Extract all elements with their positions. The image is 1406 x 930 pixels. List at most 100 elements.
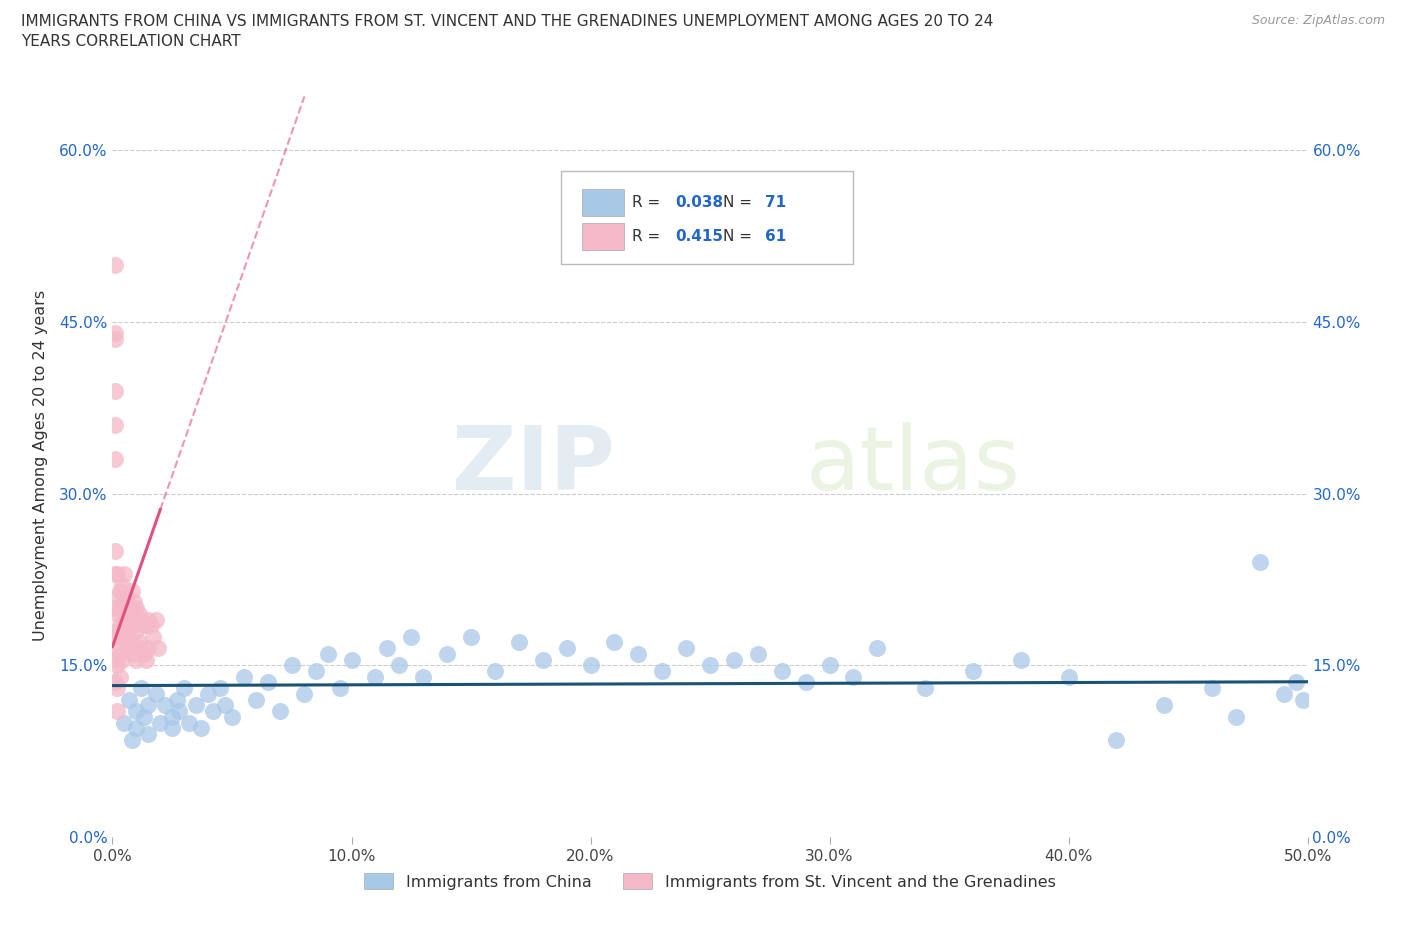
Y-axis label: Unemployment Among Ages 20 to 24 years: Unemployment Among Ages 20 to 24 years: [32, 289, 48, 641]
Point: [114, 595, 135, 610]
Point: [794, 675, 817, 690]
Point: [118, 601, 141, 616]
Point: [115, 612, 138, 627]
Text: 0.415: 0.415: [675, 229, 723, 244]
Point: [675, 641, 697, 656]
Point: [121, 635, 143, 650]
Point: [104, 675, 127, 690]
Point: [135, 652, 157, 667]
Point: [1153, 698, 1175, 712]
FancyBboxPatch shape: [582, 189, 624, 216]
Point: [132, 710, 155, 724]
Point: [105, 704, 128, 719]
Point: [129, 641, 152, 656]
Point: [104, 566, 127, 581]
Point: [531, 652, 554, 667]
Point: [138, 726, 160, 741]
Point: [115, 590, 138, 604]
Point: [201, 704, 224, 719]
Point: [173, 681, 195, 696]
Point: [914, 681, 936, 696]
Point: [104, 601, 127, 616]
Point: [125, 601, 148, 616]
Point: [108, 670, 131, 684]
Point: [190, 721, 212, 736]
Point: [484, 664, 506, 679]
Point: [699, 658, 721, 672]
Point: [128, 635, 150, 650]
Point: [186, 698, 208, 712]
Point: [132, 618, 155, 632]
Point: [108, 618, 131, 632]
Point: [111, 578, 134, 592]
Point: [115, 630, 138, 644]
Point: [142, 630, 165, 644]
Point: [436, 646, 458, 661]
Point: [316, 646, 339, 661]
Point: [627, 646, 650, 661]
Point: [125, 623, 148, 638]
Point: [145, 686, 167, 701]
Point: [129, 681, 152, 696]
Point: [292, 686, 315, 701]
Point: [166, 692, 188, 707]
Point: [128, 606, 150, 621]
Point: [233, 670, 256, 684]
Point: [245, 692, 267, 707]
Point: [121, 732, 143, 747]
Point: [105, 623, 128, 638]
Point: [129, 612, 152, 627]
Point: [1272, 686, 1295, 701]
Point: [269, 704, 291, 719]
Point: [555, 641, 578, 656]
Text: R =: R =: [633, 229, 665, 244]
Point: [770, 664, 793, 679]
Point: [747, 646, 769, 661]
Point: [135, 618, 157, 632]
Point: [138, 698, 160, 712]
Point: [145, 612, 167, 627]
Point: [651, 664, 673, 679]
Point: [962, 664, 984, 679]
Point: [104, 258, 127, 272]
Point: [177, 715, 200, 730]
Text: R =: R =: [633, 194, 665, 210]
Text: Source: ZipAtlas.com: Source: ZipAtlas.com: [1251, 14, 1385, 27]
Point: [121, 606, 143, 621]
Point: [105, 606, 128, 621]
Point: [162, 710, 183, 724]
Text: YEARS CORRELATION CHART: YEARS CORRELATION CHART: [21, 34, 240, 49]
Text: atlas: atlas: [806, 421, 1021, 509]
Point: [121, 583, 143, 598]
Point: [104, 452, 127, 467]
Point: [1292, 692, 1315, 707]
Point: [508, 635, 530, 650]
Point: [118, 618, 141, 632]
Point: [364, 670, 387, 684]
Point: [105, 658, 128, 672]
Text: N =: N =: [723, 194, 756, 210]
Point: [1201, 681, 1223, 696]
Point: [842, 670, 865, 684]
Point: [108, 646, 131, 661]
Point: [221, 710, 243, 724]
Point: [214, 698, 236, 712]
Point: [1285, 675, 1308, 690]
Point: [105, 681, 128, 696]
Point: [603, 635, 626, 650]
Point: [104, 326, 127, 340]
Point: [138, 641, 160, 656]
Text: 0.038: 0.038: [675, 194, 724, 210]
Point: [111, 630, 134, 644]
Point: [105, 641, 128, 656]
Point: [305, 664, 328, 679]
Point: [1249, 555, 1271, 570]
Point: [108, 601, 131, 616]
Point: [122, 595, 145, 610]
Point: [197, 686, 219, 701]
Point: [114, 566, 135, 581]
Point: [1105, 732, 1128, 747]
Point: [281, 658, 304, 672]
Point: [579, 658, 602, 672]
Point: [169, 704, 191, 719]
